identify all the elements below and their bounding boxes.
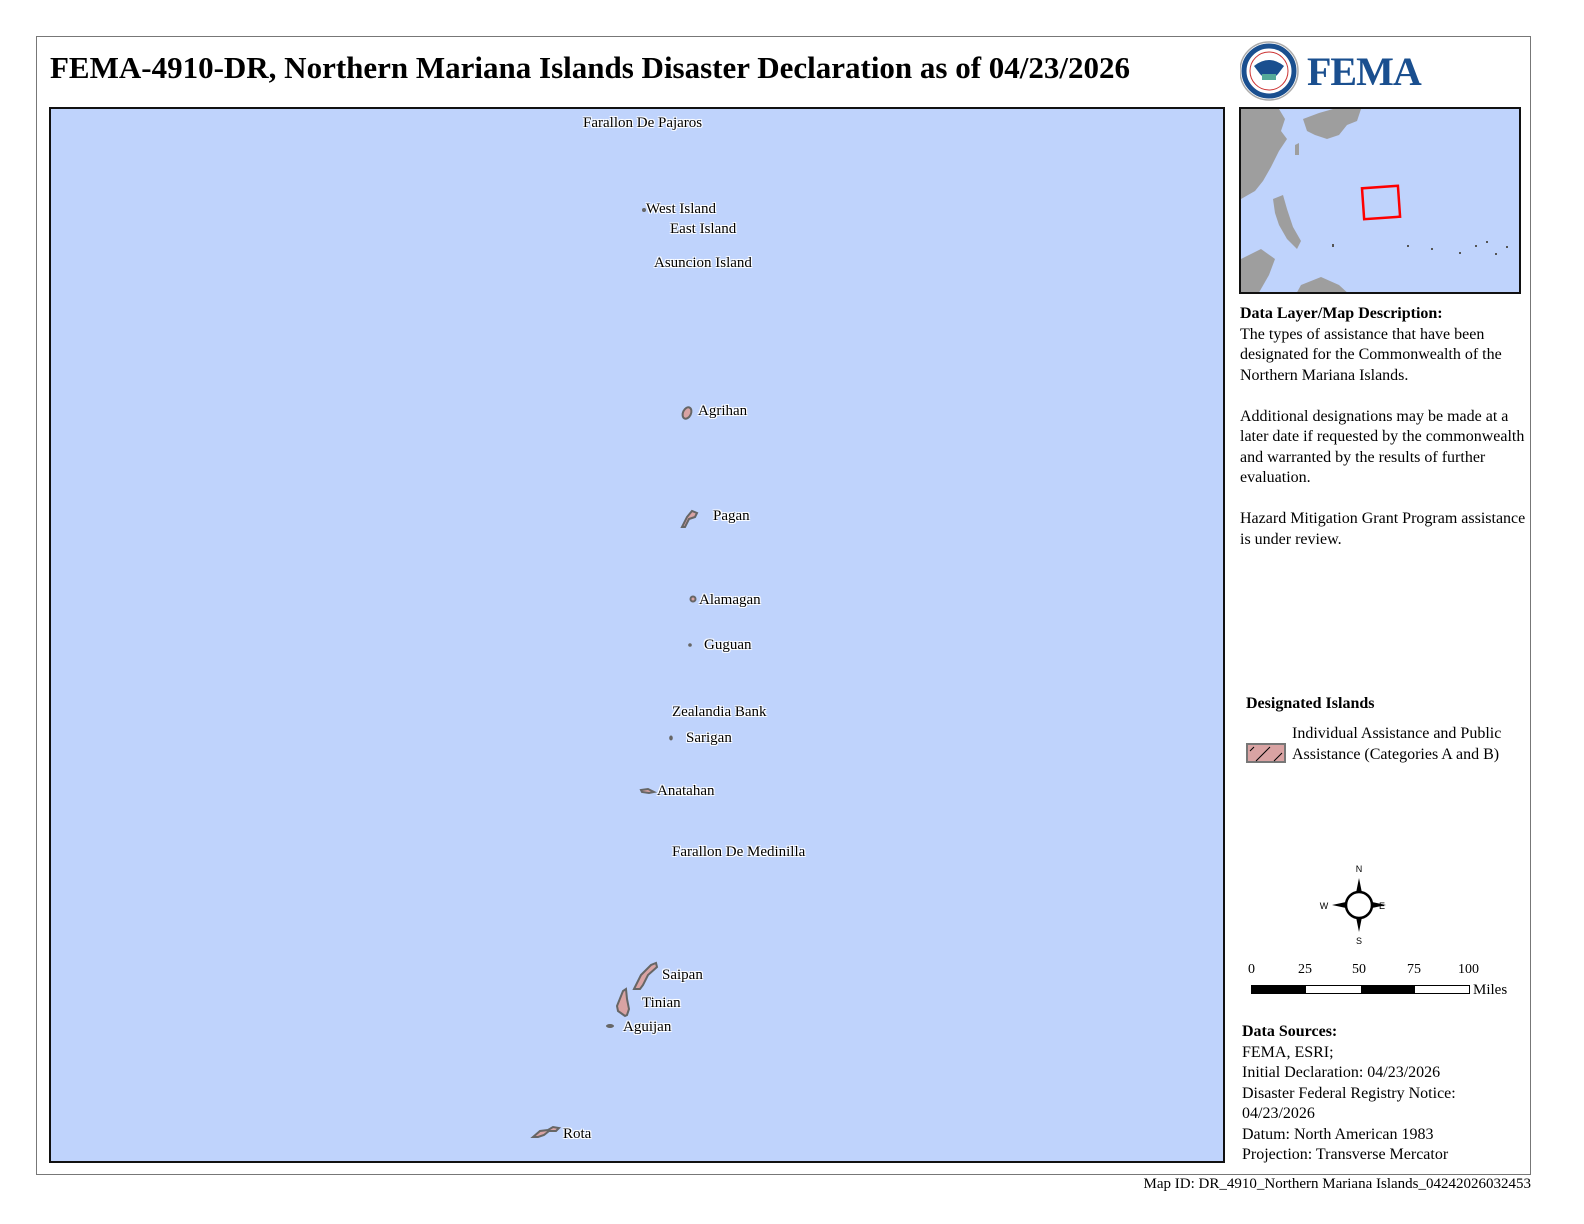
- island-label: West Island: [646, 201, 717, 217]
- page-frame: [36, 36, 1531, 1175]
- compass-s: S: [1356, 936, 1362, 946]
- island-pagan: [680, 509, 699, 528]
- legend-label: Individual Assistance and Public Assista…: [1292, 725, 1502, 763]
- island-label: Agrihan: [698, 403, 748, 419]
- map-id: Map ID: DR_4910_Northern Mariana Islands…: [1143, 1176, 1531, 1192]
- island-label: Aguijan: [623, 1019, 672, 1035]
- scale-tick: 0: [1248, 962, 1255, 977]
- compass-n: N: [1356, 864, 1363, 874]
- map-description: Data Layer/Map Description: The types of…: [1240, 304, 1530, 571]
- island-rota: [530, 1125, 562, 1138]
- description-paragraph: Hazard Mitigation Grant Program assistan…: [1240, 510, 1526, 548]
- main-map[interactable]: Farallon De Pajaros West Island East Isl…: [49, 107, 1225, 1163]
- source-line: FEMA, ESRI;: [1242, 1043, 1334, 1061]
- description-paragraph: Additional designations may be made at a…: [1240, 407, 1525, 487]
- island-label: Saipan: [662, 967, 703, 983]
- island-aguijan: [606, 1024, 614, 1028]
- island-label: Rota: [563, 1126, 592, 1142]
- legend-swatch-designated: [1246, 743, 1286, 763]
- fema-wordmark: FEMA: [1307, 49, 1422, 94]
- island-alamagan: [689, 595, 697, 603]
- scale-tick: 75: [1407, 962, 1421, 977]
- scale-unit: Miles: [1473, 982, 1508, 998]
- island-sarigan: [669, 735, 673, 741]
- island-guguan: [688, 643, 692, 647]
- island-label: Anatahan: [657, 783, 715, 799]
- islands-layer: [530, 208, 699, 1138]
- island-label: Alamagan: [699, 592, 761, 608]
- map-extent-box: [1360, 184, 1402, 221]
- inset-landmasses: [1241, 109, 1361, 292]
- island-label: Pagan: [713, 508, 750, 524]
- scale-tick: 50: [1352, 962, 1366, 977]
- data-sources: Data Sources: FEMA, ESRI; Initial Declar…: [1242, 1022, 1532, 1166]
- compass-w: W: [1320, 901, 1329, 911]
- island-west-island: [642, 208, 646, 212]
- north-arrow-icon: N S W E: [1320, 864, 1386, 946]
- island-label: Guguan: [704, 637, 752, 653]
- description-paragraph: The types of assistance that have been d…: [1240, 325, 1502, 384]
- source-line: Datum: North American 1983: [1242, 1125, 1434, 1143]
- compass-e: E: [1379, 901, 1385, 911]
- island-anatahan: [639, 787, 658, 795]
- island-label: Sarigan: [686, 730, 732, 746]
- scale-tick: 25: [1298, 962, 1312, 977]
- dhs-seal-logo: [1240, 41, 1299, 101]
- island-agrihan: [681, 406, 693, 420]
- page-title: FEMA-4910-DR, Northern Mariana Islands D…: [50, 50, 1131, 85]
- island-label: Zealandia Bank: [672, 704, 767, 720]
- island-label: Asuncion Island: [654, 255, 752, 271]
- description-heading: Data Layer/Map Description:: [1240, 305, 1443, 322]
- island-saipan: [632, 961, 659, 990]
- source-line: Initial Declaration: 04/23/2026: [1242, 1064, 1441, 1081]
- legend-title: Designated Islands: [1246, 695, 1375, 712]
- source-line: 04/23/2026: [1242, 1105, 1315, 1122]
- source-line: Projection: Transverse Mercator: [1242, 1146, 1449, 1163]
- island-label: Tinian: [642, 995, 681, 1011]
- island-label: Farallon De Medinilla: [672, 844, 806, 860]
- island-label: Farallon De Pajaros: [583, 115, 703, 131]
- source-line: Disaster Federal Registry Notice:: [1242, 1084, 1456, 1102]
- island-tinian: [615, 987, 631, 1018]
- island-label: East Island: [670, 221, 737, 237]
- sources-heading: Data Sources:: [1242, 1023, 1338, 1040]
- scale-tick: 100: [1458, 962, 1479, 977]
- scale-bar: [1251, 985, 1470, 994]
- locator-inset-map: [1239, 107, 1521, 294]
